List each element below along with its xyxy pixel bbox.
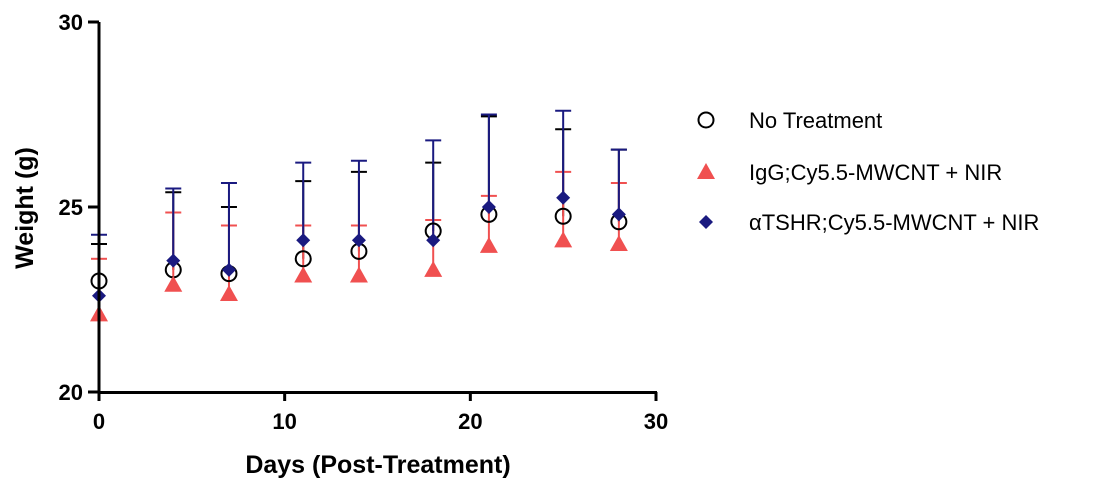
atshr-legend-label: αTSHR;Cy5.5-MWCNT + NIR — [749, 210, 1039, 235]
data-points-layer — [90, 190, 628, 322]
x-tick-label: 20 — [458, 409, 482, 434]
igg-data-point — [424, 260, 443, 277]
igg-data-point — [294, 266, 313, 283]
ticks-layer: 0 10 20 30 20 25 30 — [59, 10, 669, 434]
atshr-data-point — [166, 253, 181, 268]
no-treatment-data-point — [294, 250, 312, 268]
x-tick-label: 30 — [644, 409, 668, 434]
igg-legend-label: IgG;Cy5.5-MWCNT + NIR — [749, 160, 1002, 185]
no-treatment-data-point — [554, 207, 572, 225]
atshr-data-point — [296, 233, 311, 248]
atshr-data-point — [481, 200, 496, 214]
y-axis-title: Weight (g) — [11, 147, 39, 269]
x-tick-label: 0 — [93, 409, 105, 434]
axes-layer — [97, 22, 657, 394]
y-tick-label: 25 — [59, 195, 83, 220]
atshr-data-point — [351, 233, 366, 248]
legend: No Treatment IgG;Cy5.5-MWCNT + NIR αTSHR;C… — [697, 108, 1039, 235]
igg-data-point — [554, 231, 573, 248]
x-tick-label: 10 — [272, 409, 296, 434]
y-tick-label: 30 — [59, 10, 83, 35]
atshr-data-point — [611, 207, 626, 222]
atshr-legend-marker — [699, 215, 713, 229]
atshr-data-point — [221, 262, 236, 277]
igg-data-point — [349, 266, 368, 283]
atshr-data-point — [556, 190, 571, 205]
no-treatment-legend-label: No Treatment — [749, 108, 882, 133]
igg-legend-marker — [697, 163, 715, 180]
no-treatment-legend-marker — [697, 111, 715, 129]
igg-data-point — [164, 275, 183, 292]
x-axis-title: Days (Post-Treatment) — [245, 451, 510, 479]
igg-data-point — [219, 284, 238, 301]
igg-data-point — [479, 236, 498, 253]
igg-data-point — [609, 235, 628, 252]
y-tick-label: 20 — [59, 380, 83, 405]
atshr-data-point — [426, 233, 441, 248]
